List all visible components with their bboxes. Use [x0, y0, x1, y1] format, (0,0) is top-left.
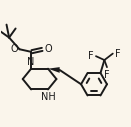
Text: O: O [44, 44, 52, 54]
Text: F: F [104, 70, 110, 80]
Text: NH: NH [41, 92, 56, 102]
Text: F: F [88, 51, 93, 61]
Text: O: O [11, 44, 18, 54]
Text: F: F [115, 49, 121, 59]
Text: N: N [28, 57, 35, 67]
Polygon shape [48, 67, 60, 73]
